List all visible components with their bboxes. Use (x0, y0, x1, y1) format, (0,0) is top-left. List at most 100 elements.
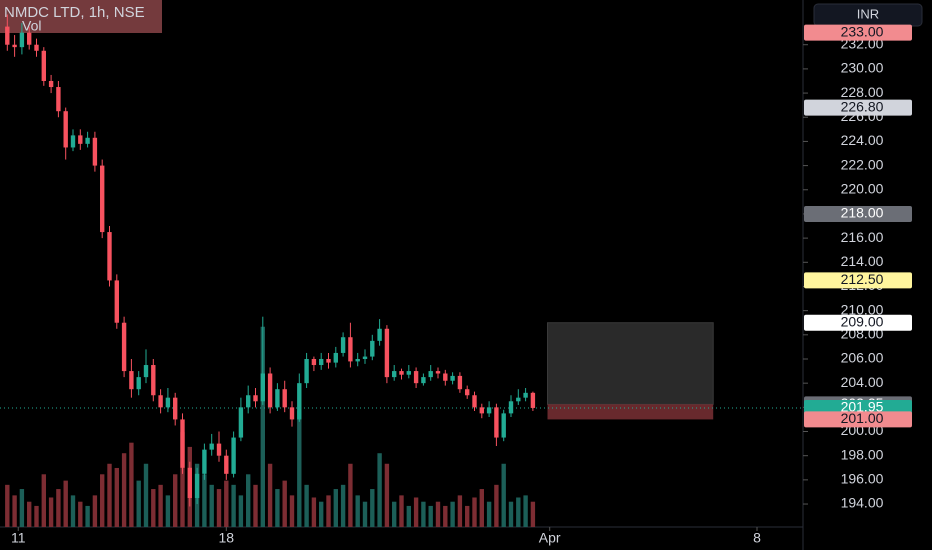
volume-bar (457, 495, 463, 527)
volume-bar (114, 467, 119, 527)
candle-body (326, 358, 331, 363)
volume-bar (406, 505, 411, 527)
volume-bar (78, 501, 83, 527)
candle-body (377, 328, 382, 341)
volume-bar (48, 497, 54, 527)
candle-body (209, 443, 214, 450)
candle-body (5, 26, 10, 45)
candle-body (501, 413, 506, 438)
volume-bar (158, 484, 163, 527)
volume-bar (143, 463, 149, 527)
y-tick-label: 210.00 (841, 301, 884, 317)
candle-body (267, 373, 273, 408)
volume-bar (333, 489, 338, 527)
candle-body (121, 322, 127, 372)
candle-body (413, 371, 419, 384)
candle-body (63, 111, 68, 148)
currency-label[interactable]: INR (857, 6, 879, 21)
volume-bar (472, 497, 477, 527)
volume-bar (246, 474, 251, 527)
candle-body (41, 50, 46, 81)
volume-bar (238, 495, 244, 527)
volume-bar (151, 489, 156, 527)
price-label: 212.50 (841, 271, 884, 287)
price-label: 218.00 (841, 205, 884, 221)
candle-body (362, 356, 368, 359)
candle-body (384, 328, 390, 378)
x-tick-label: 18 (219, 530, 235, 546)
volume-bar (224, 480, 229, 527)
candle-body (421, 377, 426, 384)
candle-body (92, 137, 98, 166)
candle-body (435, 371, 441, 374)
volume-bar (494, 484, 499, 527)
volume-bar (275, 489, 280, 527)
volume-bar (253, 484, 258, 527)
candle-body (289, 407, 295, 420)
volume-bar (85, 505, 90, 527)
candle-body (450, 375, 455, 381)
volume-bar (92, 495, 98, 527)
candle-body (12, 44, 17, 48)
candle-body (216, 443, 222, 456)
y-tick-label: 198.00 (841, 446, 884, 462)
candle-body (530, 392, 536, 408)
volume-bar (121, 453, 127, 527)
volume-bar (100, 474, 105, 527)
candle-body (428, 371, 433, 378)
candle-body (136, 377, 141, 390)
volume-bar (202, 474, 207, 527)
volume-bar (501, 463, 506, 527)
price-label-box (804, 24, 912, 41)
volume-bar (355, 495, 360, 527)
candle-body (253, 395, 258, 402)
volume-bar (530, 501, 536, 527)
volume-bar (443, 505, 448, 527)
price-label-box (804, 314, 912, 331)
volume-bar (311, 497, 317, 527)
candle-body (187, 467, 192, 498)
volume-bar (173, 474, 178, 527)
volume-bar (326, 495, 331, 527)
volume-bar (486, 501, 492, 527)
volume-bar (465, 505, 470, 527)
y-tick-label: 196.00 (841, 471, 884, 487)
candle-body (304, 358, 309, 384)
y-tick-label: 230.00 (841, 60, 884, 76)
volume-label: Vol (22, 18, 41, 34)
volume-bar (516, 497, 521, 527)
volume-bar (180, 432, 185, 527)
volume-bar (377, 453, 382, 527)
volume-bar (428, 505, 433, 527)
y-tick-label: 216.00 (841, 229, 884, 245)
volume-bar (267, 463, 273, 527)
volume-bar (231, 484, 236, 527)
price-label: 209.00 (841, 313, 884, 329)
volume-bar (479, 489, 484, 527)
volume-bar (216, 489, 222, 527)
candle-body (194, 473, 200, 498)
price-label: 201.00 (841, 410, 884, 426)
volume-bar (450, 501, 455, 527)
y-tick-label: 214.00 (841, 253, 884, 269)
candle-body (27, 32, 32, 45)
candle-body (246, 395, 251, 408)
volume-bar (384, 463, 390, 527)
volume-bar (362, 501, 368, 527)
candle-body (165, 397, 171, 408)
candle-body (472, 395, 477, 408)
volume-bar (319, 501, 324, 527)
candle-body (202, 449, 207, 474)
volume-bar (136, 480, 141, 527)
candle-body (311, 358, 317, 366)
y-tick-label: 228.00 (841, 84, 884, 100)
y-tick-label: 194.00 (841, 495, 884, 511)
volume-bar (348, 463, 353, 527)
price-label: 201.95 (841, 399, 884, 415)
candle-body (85, 137, 90, 144)
candle-body (107, 232, 112, 281)
volume-bar (289, 495, 295, 527)
